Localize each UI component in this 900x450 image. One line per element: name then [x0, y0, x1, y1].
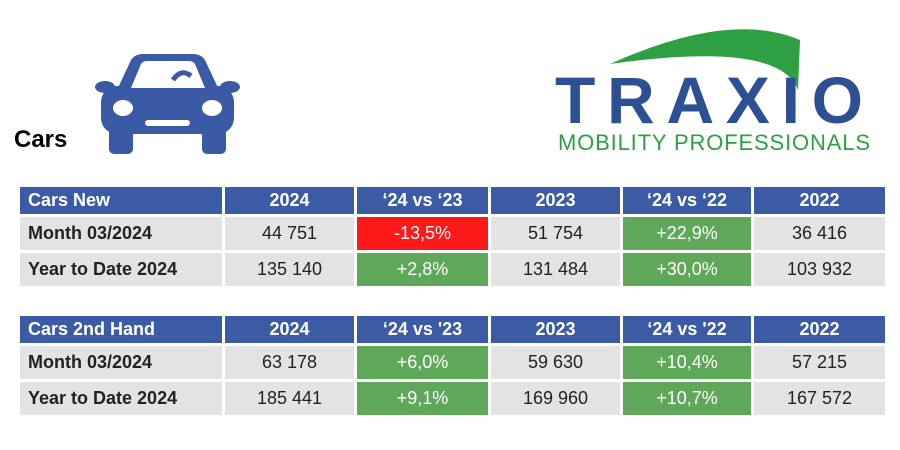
cell: +30,0%	[623, 253, 751, 286]
cell: Cars 2nd Hand	[20, 316, 222, 343]
cell: 167 572	[754, 382, 885, 415]
cell: ‘24 vs '23	[357, 316, 488, 343]
cell: 51 754	[491, 217, 620, 250]
car-icon	[95, 54, 240, 154]
cell: 2024	[225, 316, 354, 343]
cell: Year to Date 2024	[20, 253, 222, 286]
logo-tagline: MOBILITY PROFESSIONALS	[558, 130, 870, 155]
cell: Cars New	[20, 187, 222, 214]
cell: ‘24 vs ‘23	[357, 187, 488, 214]
cell: 57 215	[754, 346, 885, 379]
cell: +10,4%	[623, 346, 751, 379]
cell: 2022	[754, 187, 885, 214]
cell: +2,8%	[357, 253, 488, 286]
cell: 36 416	[754, 217, 885, 250]
cell: +22,9%	[623, 217, 751, 250]
cell: 135 140	[225, 253, 354, 286]
cell: 44 751	[225, 217, 354, 250]
cell: 59 630	[491, 346, 620, 379]
title: Cars	[14, 126, 68, 153]
cell: +9,1%	[357, 382, 488, 415]
logo-name: TRAXIO	[555, 63, 865, 137]
table: Cars New 2024 ‘24 vs ‘23 2023 ‘24 vs ‘22 2022…	[20, 187, 885, 286]
cell: 63 178	[225, 346, 354, 379]
cell: Month 03/2024	[20, 217, 222, 250]
cell: ‘24 vs ‘22	[623, 187, 751, 214]
cell: +6,0%	[357, 346, 488, 379]
table: Cars 2nd Hand 2024 ‘24 vs '23 2023 ‘24 vs '2…	[20, 316, 885, 415]
cell: Year to Date 2024	[20, 382, 222, 415]
cell: -13,5%	[357, 217, 488, 250]
cell: +10,7%	[623, 382, 751, 415]
cell: 185 441	[225, 382, 354, 415]
cell: Month 03/2024	[20, 346, 222, 379]
logo: TRAXIO MOBILITY PROFESSIONALS	[555, 29, 870, 155]
cell: 2024	[225, 187, 354, 214]
cell: ‘24 vs '22	[623, 316, 751, 343]
cell: 103 932	[754, 253, 885, 286]
cell: 2023	[491, 316, 620, 343]
cell: 131 484	[491, 253, 620, 286]
cell: 2022	[754, 316, 885, 343]
cell: 2023	[491, 187, 620, 214]
cell: 169 960	[491, 382, 620, 415]
